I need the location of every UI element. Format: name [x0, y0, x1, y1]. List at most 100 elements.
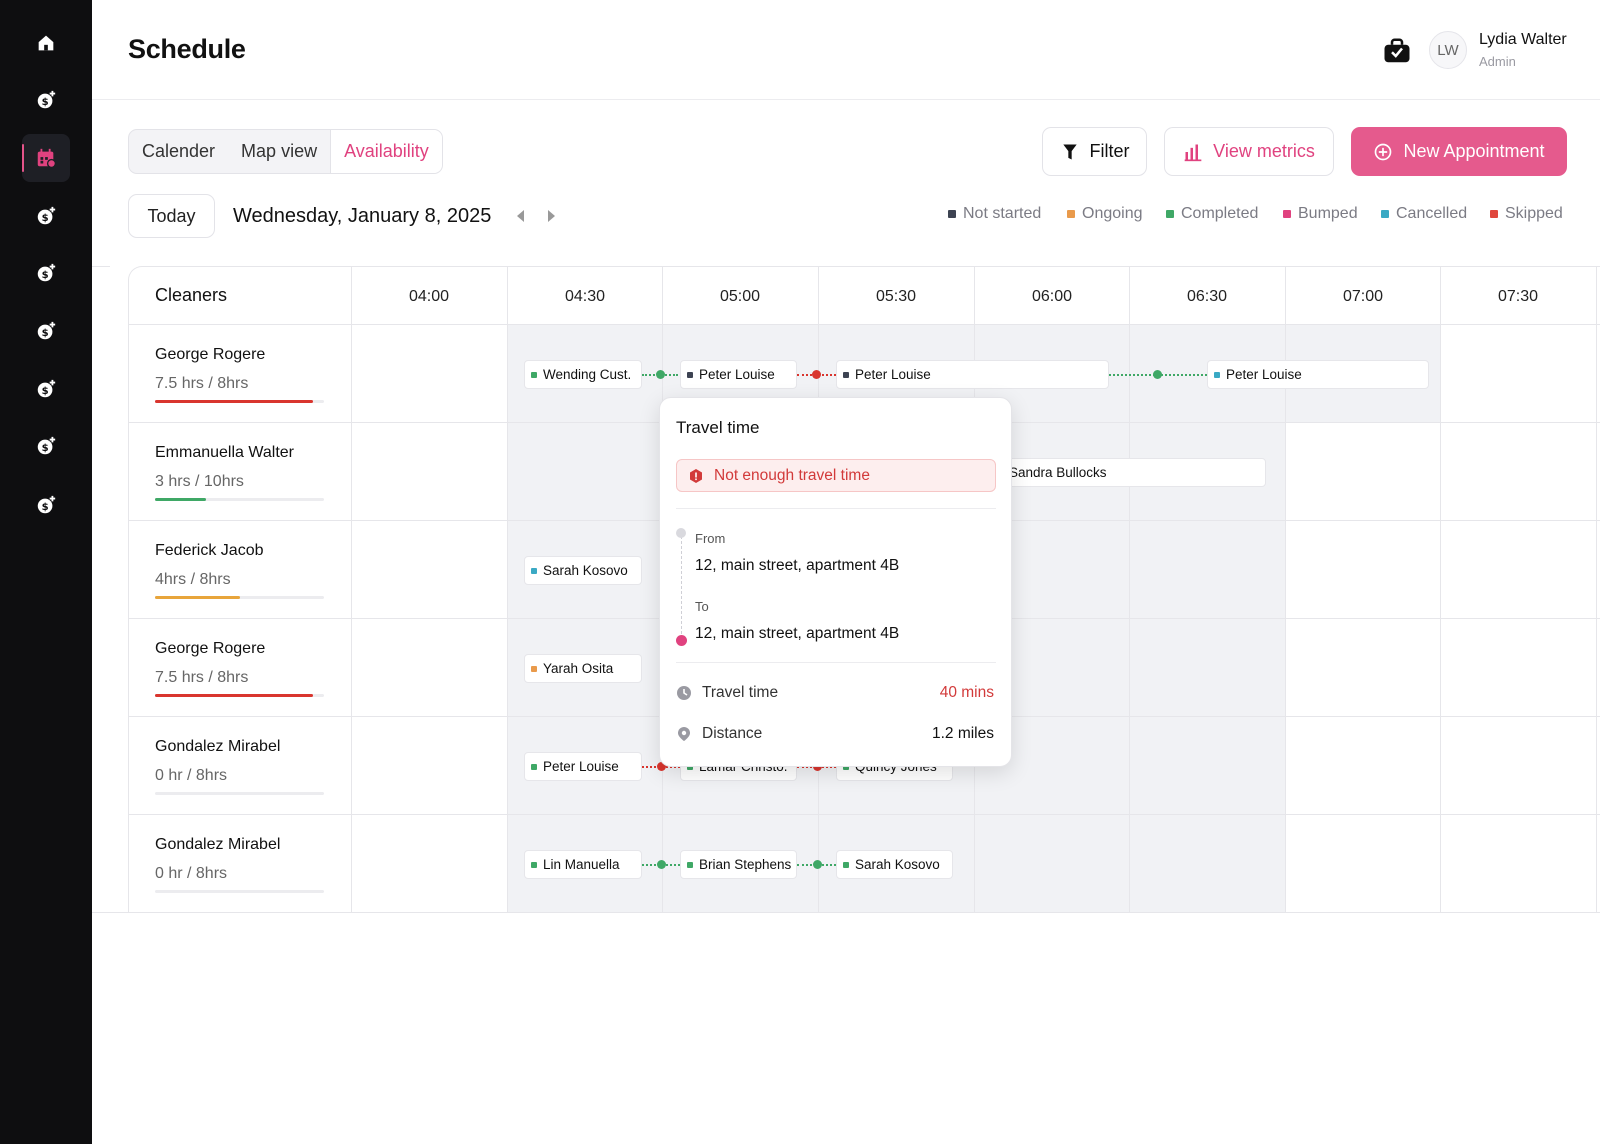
legend-swatch: [1490, 210, 1498, 218]
briefcase-check-icon[interactable]: [1382, 36, 1412, 66]
distance-value: 1.2 miles: [931, 725, 994, 742]
travel-dot[interactable]: [1153, 370, 1162, 379]
dollar-sparkle-icon: $: [37, 263, 56, 282]
cleaner-name: Federick Jacob: [155, 542, 264, 559]
cleaner-name: Gondalez Mirabel: [155, 836, 281, 853]
today-button[interactable]: Today: [128, 194, 215, 238]
sidebar-item-payments-3[interactable]: $: [22, 249, 70, 297]
travel-dot[interactable]: [812, 370, 821, 379]
sidebar-item-payments-7[interactable]: $: [22, 481, 70, 529]
svg-text:$: $: [42, 97, 49, 108]
appointment-chip[interactable]: Peter Louise: [1207, 360, 1429, 389]
tab-availability[interactable]: Availability: [330, 130, 442, 173]
appointment-chip[interactable]: Sarah Kosovo: [836, 850, 953, 879]
legend-swatch: [1381, 210, 1389, 218]
legend-cancelled: Cancelled: [1381, 205, 1467, 223]
legend-label: Cancelled: [1396, 205, 1468, 222]
chevron-right-icon[interactable]: [544, 208, 558, 224]
legend-label: Ongoing: [1082, 205, 1143, 222]
sidebar-item-payments-2[interactable]: $: [22, 192, 70, 240]
grid-column-line: [1129, 266, 1130, 912]
to-address: 12, main street, apartment 4B: [695, 625, 900, 642]
grid-column-line: [351, 266, 352, 912]
travel-dot[interactable]: [657, 762, 666, 771]
avatar[interactable]: LW: [1429, 31, 1467, 69]
bar-chart-icon: [1184, 144, 1202, 161]
page-header: Schedule LW Lydia Walter Admin: [92, 0, 1600, 100]
chevron-left-icon[interactable]: [514, 208, 528, 224]
tab-map-view[interactable]: Map view: [241, 141, 318, 161]
sidebar-item-payments[interactable]: $: [22, 76, 70, 124]
status-square: [531, 567, 537, 574]
view-metrics-button[interactable]: View metrics: [1164, 127, 1334, 176]
dollar-sparkle-icon: $: [37, 206, 56, 225]
page-title: Schedule: [128, 34, 246, 64]
time-header: 04:00: [408, 288, 450, 305]
sidebar-item-schedule[interactable]: [22, 134, 70, 182]
cleaner-hours: 7.5 hrs / 8hrs: [155, 669, 249, 686]
grid-row-line: [128, 814, 1600, 815]
cleaner-name: Gondalez Mirabel: [155, 738, 281, 755]
sidebar-item-payments-4[interactable]: $: [22, 307, 70, 355]
route-to-dot: [676, 635, 687, 646]
cleaner-progress-fill: [155, 498, 206, 501]
new-appointment-button[interactable]: New Appointment: [1351, 127, 1567, 176]
time-header: 06:00: [1031, 288, 1073, 305]
home-icon: [38, 35, 54, 51]
travel-dot[interactable]: [656, 370, 665, 379]
route-from-dot: [676, 528, 686, 538]
svg-text:$: $: [42, 270, 49, 281]
sidebar-item-payments-5[interactable]: $: [22, 365, 70, 413]
sidebar-item-home[interactable]: [22, 19, 70, 67]
cleaner-hours: 3 hrs / 10hrs: [155, 473, 244, 490]
cleaner-progress-track: [155, 792, 324, 795]
time-header: 07:00: [1342, 288, 1384, 305]
cleaner-progress-fill: [155, 400, 314, 403]
sidebar-item-payments-6[interactable]: $: [22, 422, 70, 470]
cleaner-progress-fill: [155, 596, 240, 599]
status-square: [531, 763, 537, 770]
appointment-chip[interactable]: Peter Louise: [680, 360, 797, 389]
filter-button[interactable]: Filter: [1042, 127, 1147, 176]
appointment-chip[interactable]: Brian Stephens: [680, 850, 797, 879]
route-line: [681, 536, 682, 634]
plus-circle-icon: [1375, 143, 1392, 160]
travel-card-title: Travel time: [676, 418, 760, 437]
dollar-sparkle-icon: $: [37, 495, 56, 514]
svg-text:$: $: [42, 502, 49, 513]
cleaner-hours: 4hrs / 8hrs: [155, 571, 231, 588]
status-square: [843, 371, 849, 378]
appointment-chip[interactable]: Lin Manuella: [524, 850, 642, 879]
travel-dot[interactable]: [657, 860, 666, 869]
dollar-sparkle-icon: $: [37, 436, 56, 455]
status-square: [531, 861, 537, 868]
cleaner-progress-track: [155, 498, 324, 501]
legend-not-started: Not started: [948, 205, 1041, 223]
status-square: [687, 861, 693, 868]
appointment-chip[interactable]: Sandra Bullocks: [990, 458, 1266, 487]
appointment-chip[interactable]: Wending Cust.: [524, 360, 642, 389]
cleaner-progress-track: [155, 596, 324, 599]
travel-time-popover: Travel time Not enough travel time From …: [659, 397, 1012, 767]
appointment-chip[interactable]: Yarah Osita: [524, 654, 642, 683]
travel-dot[interactable]: [813, 860, 822, 869]
legend-swatch: [1166, 210, 1174, 218]
user-role: Admin: [1479, 54, 1516, 69]
appointment-chip[interactable]: Sarah Kosovo: [524, 556, 642, 585]
to-label: To: [695, 599, 709, 614]
appointment-label: Peter Louise: [1226, 367, 1302, 382]
status-square: [687, 371, 693, 378]
appointment-label: Wending Cust.: [543, 367, 632, 382]
tab-calender[interactable]: Calender: [142, 141, 216, 161]
time-header: 07:30: [1497, 288, 1539, 305]
appointment-chip[interactable]: Peter Louise: [836, 360, 1109, 389]
clock-icon: [677, 686, 691, 700]
appointment-chip[interactable]: Peter Louise: [524, 752, 642, 781]
cleaner-hours: 0 hr / 8hrs: [155, 865, 228, 882]
status-square: [531, 665, 537, 672]
divider: [92, 912, 1600, 913]
cleaner-hours: 0 hr / 8hrs: [155, 767, 228, 784]
cleaner-name: Emmanuella Walter: [155, 444, 295, 461]
cleaner-progress-track: [155, 694, 324, 697]
travel-alert: Not enough travel time: [676, 459, 996, 492]
